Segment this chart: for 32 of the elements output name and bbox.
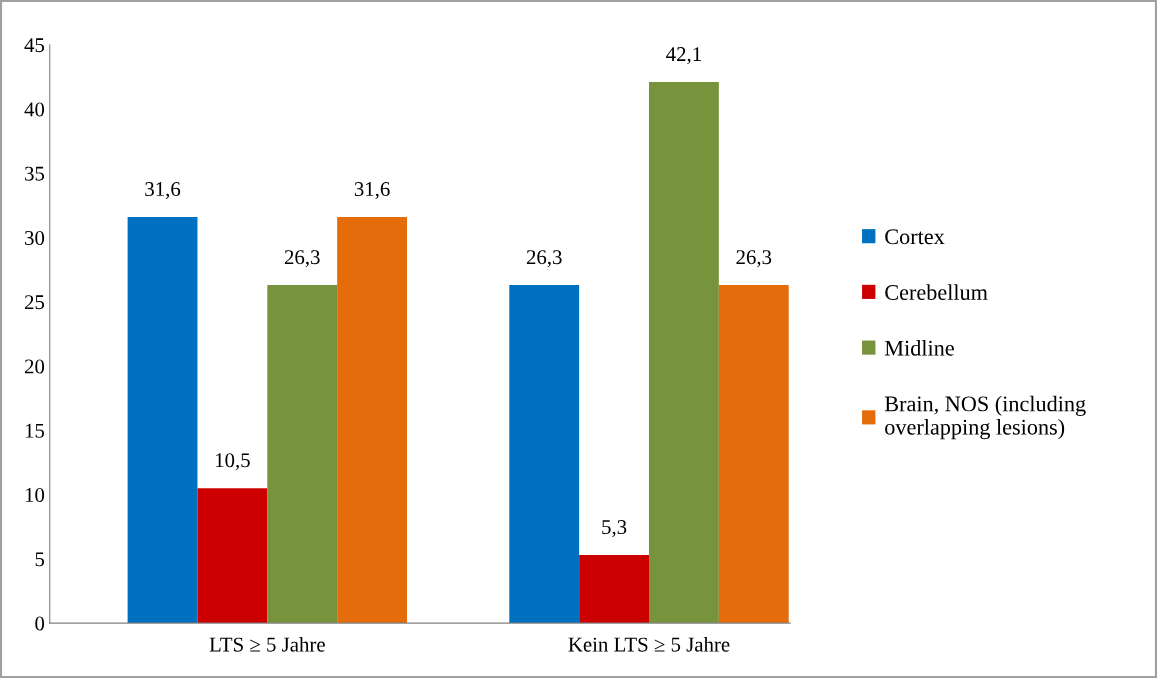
y-tick-label: 40 xyxy=(24,102,45,117)
data-label: 5,3 xyxy=(602,520,627,538)
y-tick-label: 15 xyxy=(25,423,45,438)
y-tick-label: 5 xyxy=(35,552,45,567)
bar xyxy=(337,216,408,624)
bar xyxy=(509,285,580,624)
y-tick-label: 35 xyxy=(25,166,45,181)
y-tick-label: 20 xyxy=(24,359,45,374)
data-label: 10,5 xyxy=(215,453,250,471)
data-label: 31,6 xyxy=(354,182,390,200)
y-tick-label: 10 xyxy=(25,487,45,502)
data-label: 31,6 xyxy=(145,182,181,200)
x-tick-label: Kein LTS ≥ 5 Jahre xyxy=(568,636,730,652)
bar xyxy=(579,554,650,624)
data-label: 26,3 xyxy=(736,250,772,268)
y-tick-label: 30 xyxy=(25,230,45,245)
legend-label: Midline xyxy=(884,340,954,356)
bar xyxy=(267,285,338,624)
legend-label: Cerebellum xyxy=(885,284,988,300)
y-tick-label: 0 xyxy=(35,616,45,631)
bar xyxy=(127,216,198,624)
data-label: 26,3 xyxy=(526,250,562,268)
y-tick-label: 25 xyxy=(24,295,45,310)
y-tick-label: 45 xyxy=(24,38,45,53)
data-label: 26,3 xyxy=(284,250,320,268)
bar xyxy=(649,82,719,624)
legend-label: Cortex xyxy=(885,229,945,245)
data-label: 42,1 xyxy=(666,47,701,65)
legend-label: Brain, NOS (including overlapping lesions) xyxy=(884,395,1086,440)
x-tick-label: LTS ≥ 5 Jahre xyxy=(209,636,325,652)
bar xyxy=(197,488,268,624)
bar xyxy=(718,285,789,624)
